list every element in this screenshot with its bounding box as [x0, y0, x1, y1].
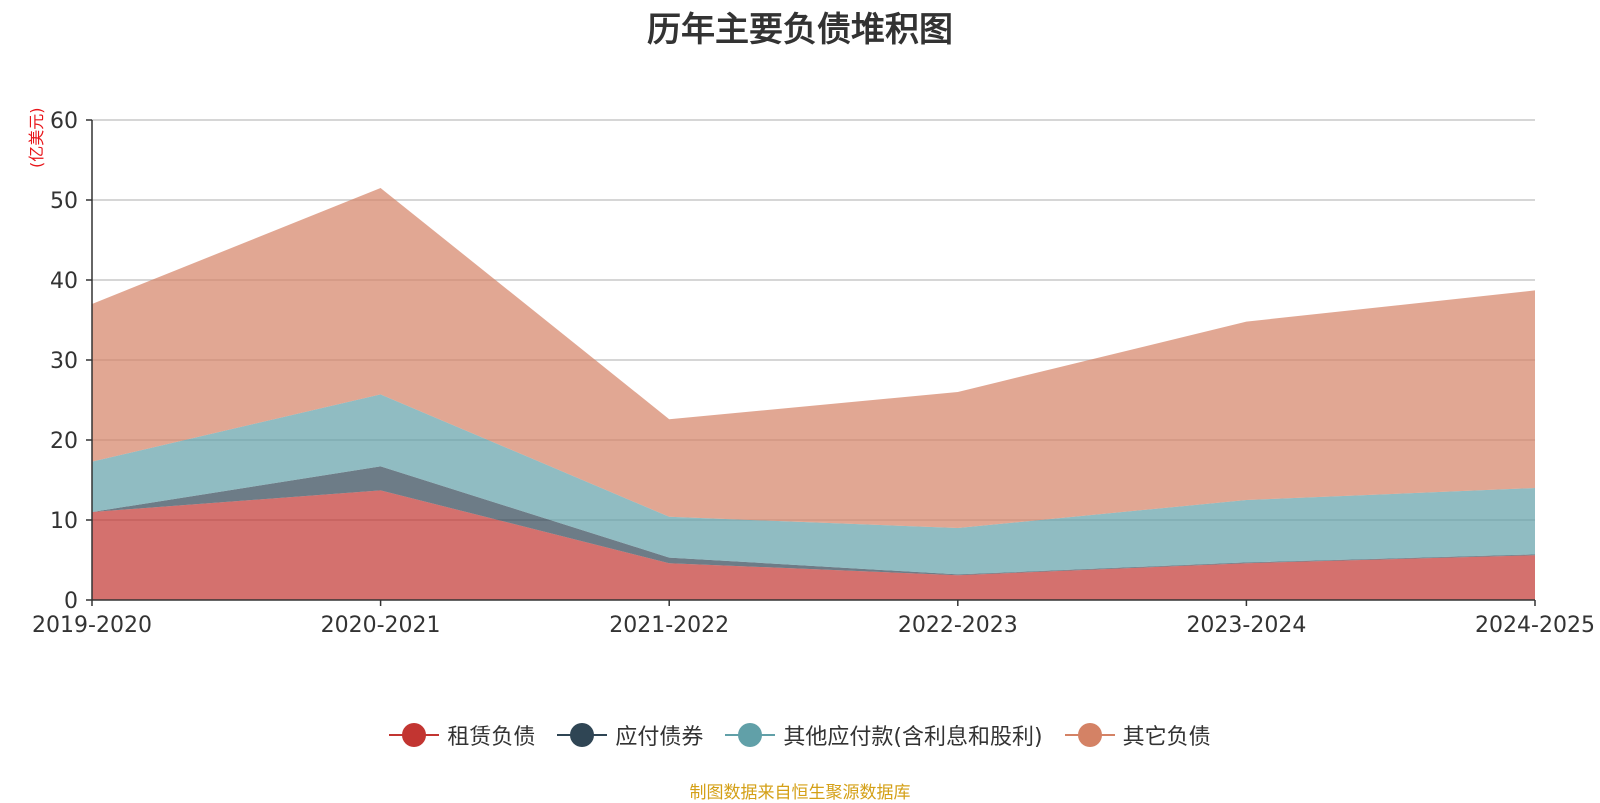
x-tick-label-3: 2022-2023 [898, 613, 1018, 638]
stacked-area-chart: 0 10 20 30 40 50 60 2019-2020 2020-2021 2021-2022… [32, 109, 1595, 638]
axes: 0 10 20 30 40 50 60 2019-2020 2020-2021 2021-2022… [32, 109, 1595, 638]
legend-marker-icon [1064, 722, 1115, 748]
legend-label: 租赁负债 [447, 725, 536, 750]
series-areas [92, 188, 1535, 600]
series-area-1 [92, 466, 1535, 576]
legend: 租赁负债 应付债券 其他应付款(含利息和股利) 其它负债 [0, 718, 1600, 752]
y-tick-label-40: 40 [50, 269, 78, 294]
chart-title: 历年主要负债堆积图 [647, 10, 953, 50]
y-tick-label-0: 0 [64, 589, 78, 614]
legend-item-3[interactable]: 其它负债 [1064, 719, 1211, 751]
legend-marker-icon [725, 722, 776, 748]
legend-marker-icon [389, 722, 440, 748]
x-tick-label-1: 2020-2021 [321, 613, 441, 638]
source-note: 制图数据来自恒生聚源数据库 [689, 783, 911, 803]
y-tick-label-20: 20 [50, 429, 78, 454]
x-tick-label-4: 2023-2024 [1186, 613, 1306, 638]
legend-label: 其他应付款(含利息和股利) [783, 725, 1043, 750]
y-tick-label-50: 50 [50, 189, 78, 214]
x-tick-label-0: 2019-2020 [32, 613, 152, 638]
legend-item-0[interactable]: 租赁负债 [389, 719, 535, 751]
series-area-0 [92, 490, 1535, 600]
legend-item-2[interactable]: 其他应付款(含利息和股利) [725, 719, 1043, 751]
legend-marker-icon [557, 722, 608, 748]
legend-label: 应付债券 [615, 725, 704, 750]
x-tick-label-2: 2021-2022 [609, 613, 729, 638]
legend-item-1[interactable]: 应付债券 [557, 719, 703, 751]
legend-label: 其它负债 [1122, 725, 1211, 750]
series-area-3 [92, 188, 1535, 528]
x-tick-label-5: 2024-2025 [1475, 613, 1595, 638]
series-area-2 [92, 394, 1535, 575]
y-tick-label-10: 10 [50, 509, 78, 534]
y-tick-label-60: 60 [50, 109, 78, 134]
y-tick-label-30: 30 [50, 349, 78, 374]
